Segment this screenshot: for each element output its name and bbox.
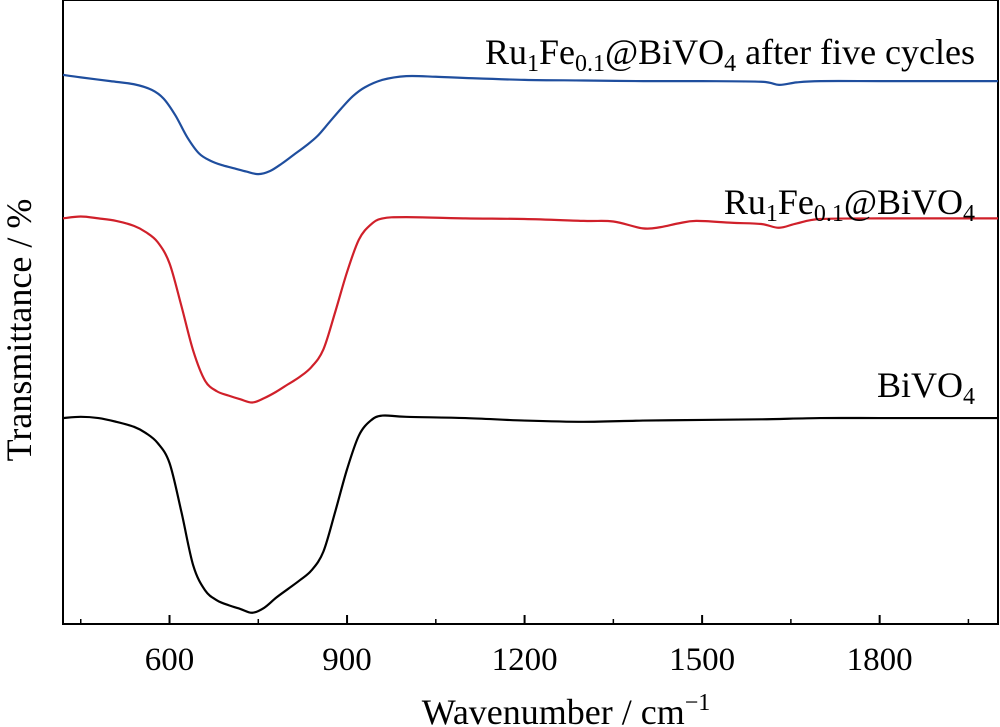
series-after-five-cycles-label-part-6: after five cycles [736,32,975,72]
plot-frame [62,0,999,625]
series-ru1fe01-bivo4-label-part-2: Fe [778,182,814,222]
series-bivo4-label: BiVO4 [877,365,975,410]
plot-area: Ru1Fe0.1@BiVO4 after five cyclesRu1Fe0.1… [62,0,999,625]
x-tick-label-1200: 1200 [492,642,558,678]
y-axis-label: Transmittance / % [0,199,39,462]
series-label-layer: Ru1Fe0.1@BiVO4 after five cyclesRu1Fe0.1… [485,32,975,410]
series-after-five-cycles-label: Ru1Fe0.1@BiVO4 after five cycles [485,32,975,77]
x-tick-label-1800: 1800 [847,642,913,678]
series-after-five-cycles-label-part-1: 1 [527,51,539,77]
series-after-five-cycles-label-part-5: 4 [724,51,736,77]
series-bivo4-label-part-1: 4 [963,384,975,410]
series-bivo4-line [62,414,998,614]
series-after-five-cycles-label-part-2: Fe [539,32,575,72]
series-layer [62,73,998,614]
series-after-five-cycles-line [62,73,998,176]
x-tick-label-600: 600 [145,642,195,678]
series-ru1fe01-bivo4-label-part-5: 4 [963,201,975,227]
series-ru1fe01-bivo4-label-part-3: 0.1 [814,201,844,227]
series-ru1fe01-bivo4-label: Ru1Fe0.1@BiVO4 [724,182,975,227]
series-after-five-cycles-label-part-3: 0.1 [575,51,605,77]
series-after-five-cycles-label-part-4: @BiVO [605,32,724,72]
x-axis: 600 900 1200 1500 1800 [80,615,970,678]
series-after-five-cycles-label-part-0: Ru [485,32,527,72]
series-ru1fe01-bivo4-label-part-4: @BiVO [844,182,963,222]
series-ru1fe01-bivo4-label-part-0: Ru [724,182,766,222]
series-ru1fe01-bivo4-label-part-1: 1 [766,201,778,227]
x-axis-label: Wavenumber / cm−1 [422,690,711,727]
series-ru1fe01-bivo4-line [62,215,998,404]
x-tick-label-1500: 1500 [669,642,735,678]
x-axis-label-superscript: −1 [685,690,711,716]
series-bivo4-label-part-0: BiVO [877,365,963,405]
x-tick-label-900: 900 [322,642,372,678]
